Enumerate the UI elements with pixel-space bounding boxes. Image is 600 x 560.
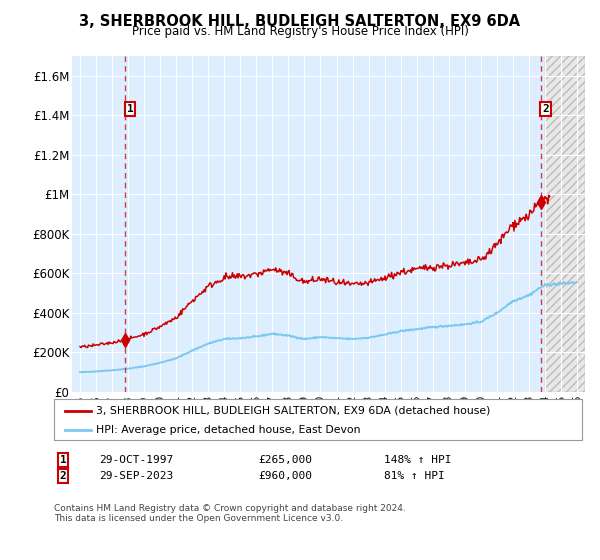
Text: 29-OCT-1997: 29-OCT-1997 bbox=[99, 455, 173, 465]
Text: Contains HM Land Registry data © Crown copyright and database right 2024.
This d: Contains HM Land Registry data © Crown c… bbox=[54, 504, 406, 524]
Bar bbox=[545, 56, 585, 392]
Text: 1: 1 bbox=[59, 455, 67, 465]
FancyBboxPatch shape bbox=[54, 399, 582, 440]
Text: 2: 2 bbox=[59, 471, 67, 481]
Text: 148% ↑ HPI: 148% ↑ HPI bbox=[384, 455, 452, 465]
Text: 1: 1 bbox=[127, 104, 133, 114]
Text: 81% ↑ HPI: 81% ↑ HPI bbox=[384, 471, 445, 481]
Bar bbox=[545, 56, 585, 392]
Text: HPI: Average price, detached house, East Devon: HPI: Average price, detached house, East… bbox=[96, 424, 361, 435]
Text: Price paid vs. HM Land Registry's House Price Index (HPI): Price paid vs. HM Land Registry's House … bbox=[131, 25, 469, 38]
Text: £960,000: £960,000 bbox=[258, 471, 312, 481]
Text: £265,000: £265,000 bbox=[258, 455, 312, 465]
Text: 3, SHERBROOK HILL, BUDLEIGH SALTERTON, EX9 6DA (detached house): 3, SHERBROOK HILL, BUDLEIGH SALTERTON, E… bbox=[96, 405, 491, 416]
Text: 3, SHERBROOK HILL, BUDLEIGH SALTERTON, EX9 6DA: 3, SHERBROOK HILL, BUDLEIGH SALTERTON, E… bbox=[79, 14, 521, 29]
Text: 29-SEP-2023: 29-SEP-2023 bbox=[99, 471, 173, 481]
Text: 2: 2 bbox=[542, 104, 549, 114]
